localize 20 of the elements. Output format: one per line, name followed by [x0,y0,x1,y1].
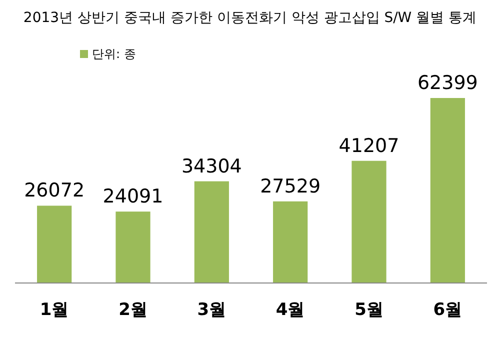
data-label: 27529 [260,175,321,198]
x-tick-label: 5월 [354,300,384,320]
x-tick-label: 4월 [276,300,305,320]
bar [194,181,229,283]
bar [430,98,465,283]
bar [116,212,150,283]
legend-label: 단위: 종 [92,47,136,61]
x-tick-label: 3월 [197,300,226,320]
data-label: 34304 [181,155,242,178]
bar [273,201,308,283]
data-label: 26072 [24,180,85,202]
bar [37,206,72,283]
bar [352,160,386,283]
chart-title: 2013년 상반기 중국내 증가한 이동전화기 악성 광고삽입 S/W 월별 통계 [23,10,477,26]
data-label: 41207 [338,134,400,157]
x-tick-label: 1월 [40,300,69,320]
x-tick-label: 6월 [433,300,462,320]
data-label: 24091 [102,186,164,208]
data-label: 62399 [417,72,478,94]
x-tick-label: 2월 [118,300,148,320]
